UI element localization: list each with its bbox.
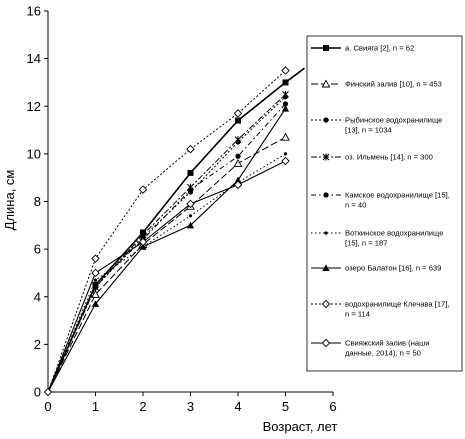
legend-item-6: Воткинское водохранилище [15], n = 187 <box>311 229 443 248</box>
series-5-point <box>235 153 241 159</box>
x-tick-label: 2 <box>139 399 146 414</box>
legend-frame <box>306 35 463 372</box>
legend-item-9: Свияжский залив (наши данные, 2014), n = … <box>311 339 429 358</box>
y-tick-label: 14 <box>27 51 41 66</box>
series-2-point <box>281 132 290 141</box>
legend-label: озеро Балатон [16], n = 639 <box>345 264 441 273</box>
series-line-1 <box>47 67 305 393</box>
series-9-point <box>281 156 290 166</box>
series-8-point <box>138 185 148 194</box>
y-tick-label: 4 <box>34 289 41 304</box>
series-line-3 <box>47 96 286 393</box>
legend-items: а. Свияга [2], n = 62 Финский залив [10],… <box>311 44 450 358</box>
x-tick-label: 1 <box>92 399 99 414</box>
legend-label: Камское водохранилище [15], n = 40 <box>345 191 450 210</box>
series-7-point <box>186 221 195 229</box>
y-tick-label: 10 <box>27 146 41 161</box>
legend-label: а. Свияга [2], n = 62 <box>345 44 414 53</box>
series-line-7 <box>47 108 286 393</box>
legend-swatch-marker <box>321 79 331 88</box>
legend-item-2: Финский залив [10], n = 453 <box>311 79 442 89</box>
legend-item-4: оз. Ильмень [14], n = 300 <box>311 153 433 162</box>
origin-point <box>43 387 53 397</box>
series-4-point <box>234 136 242 144</box>
series-7-point <box>281 105 290 112</box>
series-line-6 <box>47 153 286 393</box>
series-4-point <box>282 90 289 98</box>
x-tick-label: 6 <box>329 399 336 414</box>
legend-swatch-marker <box>324 231 328 235</box>
series-9-point <box>233 180 243 190</box>
y-tick-label: 16 <box>27 4 41 19</box>
series-7-point <box>234 176 242 184</box>
series-9-point <box>91 268 100 278</box>
series-7-point <box>139 243 147 250</box>
series-line-2 <box>47 136 286 393</box>
x-tick-label: 0 <box>44 399 51 414</box>
legend-item-8: водохранилище Клечава [17], n = 114 <box>311 300 449 319</box>
series-2-point <box>233 158 243 167</box>
series-8-point <box>186 144 195 154</box>
x-tick-label: 5 <box>282 399 289 414</box>
series-line-5 <box>47 103 286 393</box>
series-5-point <box>92 282 99 288</box>
series-markers <box>43 66 290 397</box>
series-8-point <box>233 109 243 118</box>
series-line-4 <box>47 93 286 393</box>
series-8-point <box>91 254 100 263</box>
series-2-point <box>91 289 100 298</box>
legend-item-7: озеро Балатон [16], n = 639 <box>311 264 441 273</box>
legend-swatch-marker <box>322 264 330 271</box>
legend-label: Воткинское водохранилище [15], n = 187 <box>345 229 443 248</box>
series-line-9 <box>47 160 286 393</box>
legend-label: Финский залив [10], n = 453 <box>345 80 442 89</box>
series-1-point <box>282 79 289 86</box>
series-6-point <box>93 278 98 282</box>
legend-item-5: Камское водохранилище [15], n = 40 <box>311 191 450 210</box>
legend-label: оз. Ильмень [14], n = 300 <box>345 153 433 162</box>
legend-swatch-marker <box>322 153 330 161</box>
series-9-point <box>186 199 195 209</box>
legend-swatch-marker <box>321 338 331 348</box>
legend-label: Рыбинское водохранилище [13], n = 1034 <box>345 116 442 135</box>
series-9-point <box>138 237 148 247</box>
series-8-point <box>281 66 290 75</box>
y-tick-label: 12 <box>27 99 41 114</box>
series-line-8 <box>47 70 286 393</box>
legend-swatch-marker <box>321 299 331 309</box>
series-5-point <box>187 186 194 193</box>
series-6-point <box>188 214 193 218</box>
series-1-point <box>187 169 194 176</box>
legend-swatch-marker <box>323 117 329 123</box>
series-5-point <box>282 101 289 107</box>
y-axis-title: Длина, см <box>2 170 17 231</box>
y-tick-label: 8 <box>34 194 41 209</box>
y-tick-label: 2 <box>34 337 41 352</box>
x-axis-title: Возраст, лет <box>263 419 338 434</box>
legend-swatch-marker <box>323 192 329 198</box>
series-1-point <box>235 117 241 124</box>
legend-swatch-marker <box>323 45 329 51</box>
legend-item-3: Рыбинское водохранилище [13], n = 1034 <box>311 116 442 135</box>
legend: а. Свияга [2], n = 62 Финский залив [10],… <box>306 35 463 372</box>
y-tick-label: 6 <box>34 242 41 257</box>
series-7-point <box>91 300 100 307</box>
y-tick-label: 0 <box>34 385 41 400</box>
legend-label: водохранилище Клечава [17], n = 114 <box>345 300 449 319</box>
legend-label: Свияжский залив (наши данные, 2014), n = … <box>345 339 429 358</box>
legend-item-1: а. Свияга [2], n = 62 <box>311 44 414 53</box>
x-tick-label: 4 <box>234 399 241 414</box>
x-tick-label: 3 <box>187 399 194 414</box>
series-6-point <box>283 152 288 156</box>
series-lines <box>47 67 305 393</box>
